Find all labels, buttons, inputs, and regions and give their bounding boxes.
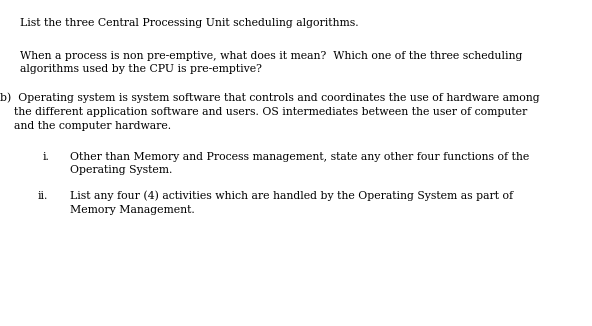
Text: ii.: ii.	[37, 191, 48, 201]
Text: When a process is non pre-emptive, what does it mean?  Which one of the three sc: When a process is non pre-emptive, what …	[20, 51, 523, 74]
Text: Other than Memory and Process management, state any other four functions of the
: Other than Memory and Process management…	[70, 152, 529, 175]
Text: i.: i.	[43, 152, 50, 162]
Text: List any four (4) activities which are handled by the Operating System as part o: List any four (4) activities which are h…	[70, 191, 513, 215]
Text: List the three Central Processing Unit scheduling algorithms.: List the three Central Processing Unit s…	[20, 18, 359, 28]
Text: b)  Operating system is system software that controls and coordinates the use of: b) Operating system is system software t…	[0, 93, 540, 131]
